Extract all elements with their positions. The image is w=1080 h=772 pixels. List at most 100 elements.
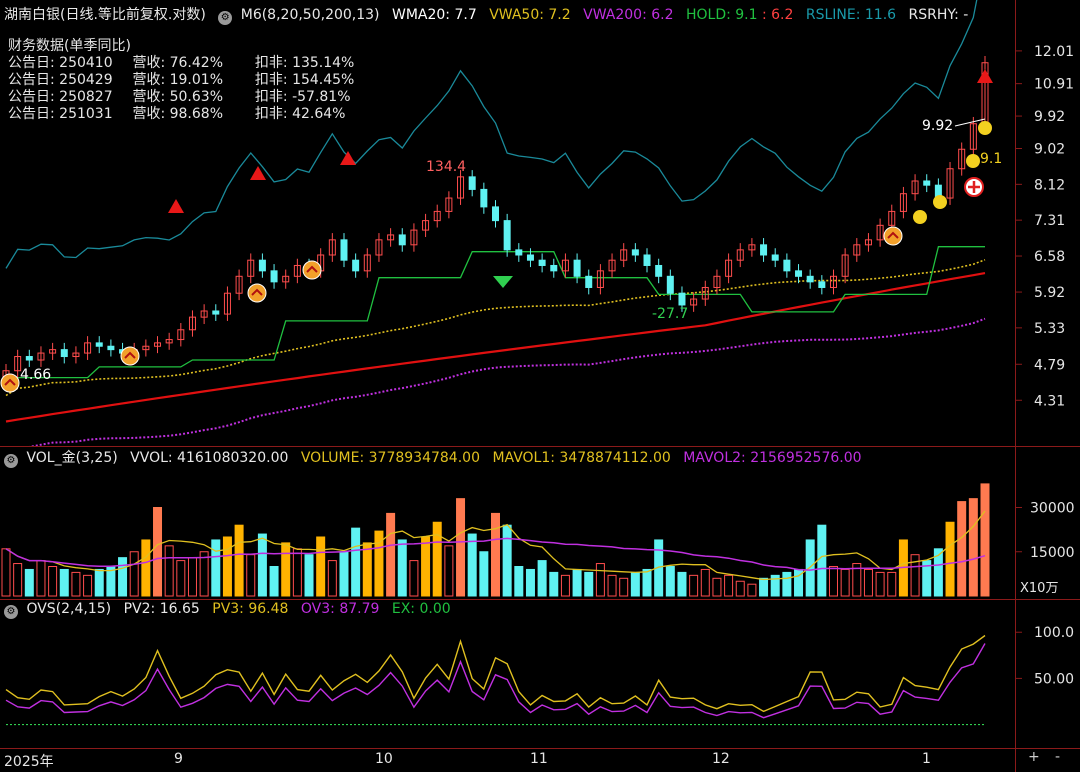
x-tick-label: 12: [712, 751, 730, 767]
candle-body: [223, 292, 231, 315]
candle-body: [818, 281, 826, 288]
volume-bar: [677, 571, 687, 597]
price-annotation: 4.66: [20, 367, 51, 383]
candle-body: [888, 210, 896, 226]
volume-bar: [759, 577, 769, 597]
price-tick-label: 5.33: [1034, 321, 1065, 337]
candle-body: [690, 298, 698, 306]
candle-body: [911, 180, 919, 195]
fin-revenue: 营收: 76.42%: [132, 55, 224, 71]
candle-body: [480, 188, 488, 208]
candle-body: [410, 229, 418, 246]
rsrhy-label: RSRHY: -: [908, 7, 969, 23]
candle-body: [503, 220, 511, 251]
volume-bar: [246, 554, 256, 597]
candle-body: [795, 270, 803, 277]
volume-bar: [374, 530, 384, 597]
candle-body: [783, 259, 791, 272]
buy-signal-chevron: [887, 231, 899, 239]
volume-bar: [630, 571, 640, 597]
vvol-label: VVOL: 4161080320.00: [130, 450, 289, 466]
volume-bar: [887, 571, 897, 597]
price-tick-label: 5.92: [1034, 285, 1065, 301]
volume-bar: [456, 498, 466, 597]
yellow-dot-marker: [913, 210, 927, 224]
volume-bar: [770, 574, 780, 597]
main-header: 湖南白银(日线.等比前复权.对数) ⚙ M6(8,20,50,200,13) W…: [4, 4, 976, 28]
volume-bar: [222, 536, 232, 597]
volume-bar: [840, 568, 850, 597]
volume-bar: [689, 574, 699, 597]
mavol2-label: MAVOL2: 2156952576.00: [683, 450, 862, 466]
volume-bar: [852, 563, 862, 597]
volume-bar: [281, 542, 291, 597]
price-tick-label: 7.31: [1034, 213, 1065, 229]
financial-title: 财务数据(单季同比): [8, 38, 131, 54]
hold-value-b: : 6.2: [761, 7, 794, 23]
buy-signal-marker: [247, 283, 267, 303]
candle-body: [387, 234, 395, 241]
mavol1-label: MAVOL1: 3478874112.00: [492, 450, 671, 466]
candle-body: [829, 275, 837, 288]
candle-body: [841, 254, 849, 277]
volume-bar: [467, 533, 477, 597]
ovs-chart[interactable]: 100.0 50.00: [0, 618, 1080, 748]
zoom-in-button[interactable]: +: [1028, 749, 1040, 765]
vwa200-series: [29, 317, 986, 446]
zoom-out-button[interactable]: -: [1055, 749, 1061, 765]
m6-label: M6(8,20,50,200,13): [240, 7, 380, 23]
volume-bar: [525, 568, 535, 597]
volume-bar: [945, 521, 955, 597]
volume-bar: [94, 568, 104, 597]
volume-unit-label: X10万: [1020, 581, 1058, 596]
volume-bar: [712, 577, 722, 597]
volume-bar: [479, 551, 489, 597]
fin-date: 公告日: 251031: [8, 106, 113, 122]
settings-icon[interactable]: ⚙: [4, 454, 18, 468]
mavol1-series: [5, 510, 986, 581]
axis-divider: [1015, 0, 1016, 772]
volume-bar: [642, 568, 652, 597]
plus-marker-cross: [968, 181, 980, 193]
volume-bar: [595, 563, 605, 597]
candle-body: [177, 329, 185, 341]
volume-bar: [141, 539, 151, 597]
price-chart[interactable]: 12.01 10.91 9.92 9.02 8.12 7.31 6.58 5.92 5.33 4.…: [0, 0, 1080, 446]
price-tick-label: 9.92: [1034, 109, 1065, 125]
volume-bar: [665, 566, 675, 597]
volume-bar: [176, 560, 186, 597]
volume-bar: [362, 542, 372, 597]
fin-date: 公告日: 250410: [8, 55, 113, 71]
candle-body: [154, 342, 162, 347]
candle-body: [550, 264, 558, 272]
volume-chart[interactable]: 30000 15000 X10万: [0, 468, 1080, 598]
candle-body: [526, 254, 534, 261]
buy-signal-chevron: [251, 288, 263, 296]
volume-bar: [269, 566, 279, 597]
candle-body: [806, 275, 814, 283]
settings-icon[interactable]: ⚙: [218, 11, 233, 25]
candle-body: [771, 254, 779, 261]
candle-body: [748, 244, 756, 251]
volume-bar: [13, 563, 23, 597]
fin-revenue: 营收: 19.01%: [132, 72, 224, 88]
candle-body: [340, 239, 348, 261]
settings-icon[interactable]: ⚙: [4, 605, 18, 619]
candle-body: [363, 254, 371, 272]
pv3-label: PV3: 96.48: [212, 601, 289, 617]
candle-body: [853, 244, 861, 256]
ov3-series: [5, 643, 986, 719]
volume-bar: [584, 571, 594, 597]
fin-net: 扣非: -57.81%: [254, 89, 351, 105]
stock-title[interactable]: 湖南白银(日线.等比前复权.对数): [4, 7, 206, 23]
volume-bar: [549, 571, 559, 597]
candle-body: [608, 259, 616, 272]
volume-bar: [1, 548, 11, 597]
volume-bar: [24, 568, 34, 597]
candle-body: [713, 275, 721, 288]
hold-label: HOLD: 9.1: [685, 7, 758, 23]
financial-data-box: 财务数据(单季同比) 公告日: 250410 营收: 76.42% 扣非: 13…: [8, 38, 354, 123]
volume-bar: [560, 574, 570, 597]
candle-body: [620, 249, 628, 261]
ov3-label: OV3: 87.79: [300, 601, 380, 617]
